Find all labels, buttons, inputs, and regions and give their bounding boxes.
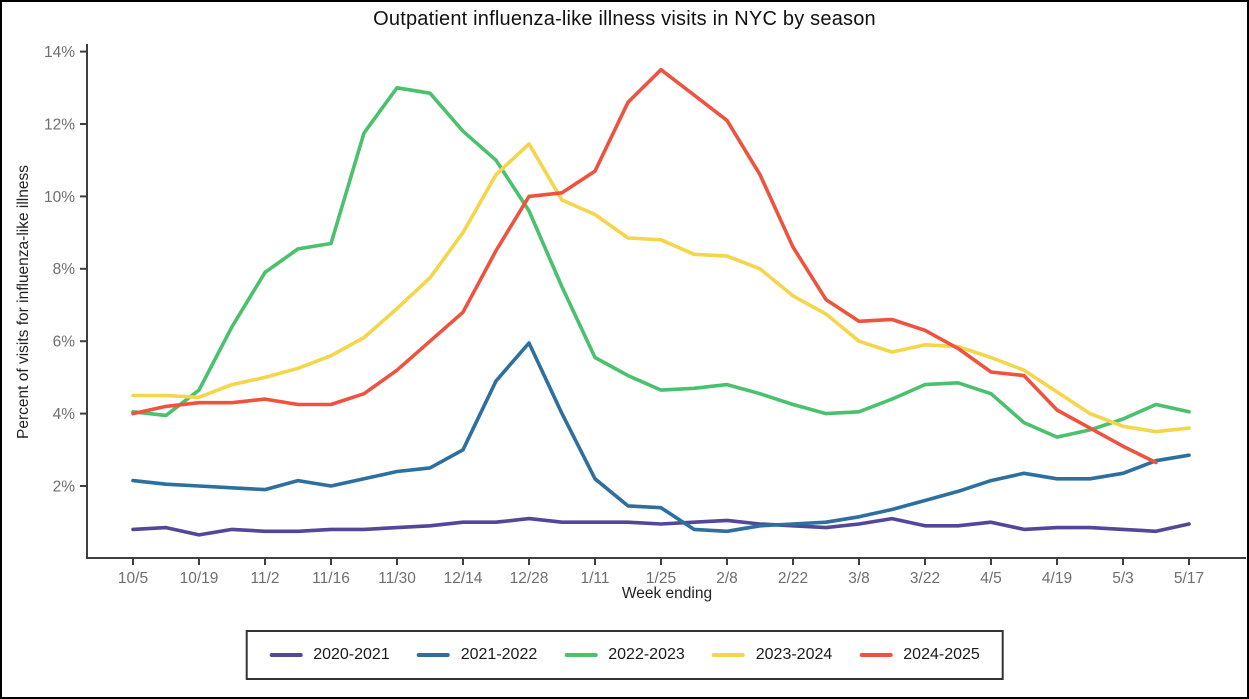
x-tick-label: 4/5 xyxy=(980,570,1002,587)
legend-label: 2024-2025 xyxy=(903,646,980,663)
legend-label: 2022-2023 xyxy=(608,646,685,663)
x-axis-title: Week ending xyxy=(621,585,713,602)
x-tick-label: 12/14 xyxy=(444,570,483,587)
y-tick-label: 14% xyxy=(44,44,75,61)
y-tick-label: 8% xyxy=(53,261,76,278)
legend-label: 2021-2022 xyxy=(460,646,538,663)
legend: 2020-2021 2021-2022 2022-2023 2023-2024 2024… xyxy=(245,630,1004,680)
legend-item-2022-2023: 2022-2023 xyxy=(564,646,685,664)
x-tick-label: 3/22 xyxy=(910,570,940,587)
series-line-2021-2022 xyxy=(131,341,1191,534)
legend-item-2021-2022: 2021-2022 xyxy=(416,646,538,664)
y-tick-label: 4% xyxy=(53,406,76,423)
x-tick-label: 10/19 xyxy=(180,570,219,587)
y-tick-label: 12% xyxy=(44,116,75,133)
legend-label: 2023-2024 xyxy=(755,646,833,663)
x-tick-label: 11/16 xyxy=(312,570,350,587)
legend-swatch-icon xyxy=(711,653,745,657)
x-tick-label: 12/28 xyxy=(510,570,549,587)
legend-swatch-icon xyxy=(269,653,303,657)
legend-item-2024-2025: 2024-2025 xyxy=(859,646,980,664)
x-tick-label: 5/3 xyxy=(1112,570,1134,587)
legend-item-2023-2024: 2023-2024 xyxy=(711,646,833,664)
x-tick-label: 1/11 xyxy=(580,570,609,587)
series-line-2023-2024 xyxy=(131,142,1191,434)
y-tick-label: 2% xyxy=(53,478,76,495)
x-tick-label: 3/8 xyxy=(848,570,870,587)
series-line-2020-2021 xyxy=(131,516,1191,537)
legend-swatch-icon xyxy=(859,653,893,657)
legend-swatch-icon xyxy=(564,653,598,657)
legend-swatch-icon xyxy=(416,653,450,657)
x-tick-label: 5/17 xyxy=(1174,570,1204,587)
x-tick-label: 11/30 xyxy=(378,570,416,587)
x-tick-label: 10/5 xyxy=(118,570,148,587)
chart-title: Outpatient influenza-like illness visits… xyxy=(373,8,876,30)
x-tick-label: 2/8 xyxy=(716,570,738,587)
x-tick-label: 4/19 xyxy=(1042,570,1072,587)
series-line-2022-2023 xyxy=(131,86,1191,439)
legend-label: 2020-2021 xyxy=(313,646,390,663)
legend-item-2020-2021: 2020-2021 xyxy=(269,646,390,664)
x-tick-label: 1/25 xyxy=(646,570,676,587)
series-line-2024-2025 xyxy=(131,67,1158,465)
axis-lines xyxy=(86,44,1246,559)
chart-canvas: 2% 4% 6% 8% 10% 12% 14% 10/5 10/19 11/2 11/16 11/30… xyxy=(44,44,1246,587)
y-axis-title: Percent of visits for influenza-like ill… xyxy=(15,165,32,439)
y-tick-label: 10% xyxy=(44,189,75,206)
y-tick-label: 6% xyxy=(53,334,76,351)
x-tick-label: 11/2 xyxy=(250,570,279,587)
x-tick-label: 2/22 xyxy=(778,570,808,587)
